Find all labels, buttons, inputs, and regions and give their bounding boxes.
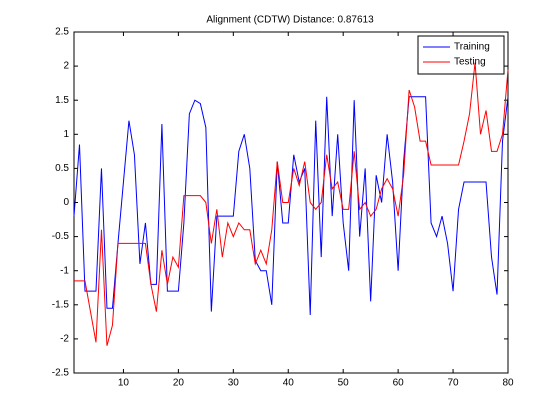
y-tick-label: -2.5 (52, 368, 70, 379)
x-tick-label: 10 (118, 378, 130, 389)
y-tick-label: 2.5 (55, 27, 69, 38)
x-tick-label: 50 (338, 378, 350, 389)
y-tick-label: 0 (63, 197, 69, 208)
legend-label: Testing (454, 57, 486, 68)
x-tick-label: 80 (502, 378, 514, 389)
chart-title: Alignment (CDTW) Distance: 0.87613 (206, 15, 374, 26)
y-tick-label: -2 (60, 334, 69, 345)
legend-label: Training (454, 42, 490, 53)
plot-area (73, 31, 509, 374)
y-tick-label: -1.5 (52, 299, 70, 310)
x-tick-label: 30 (228, 378, 240, 389)
series-line (73, 96, 509, 316)
y-tick-label: 1 (63, 129, 69, 140)
y-tick-label: -1 (60, 265, 69, 276)
y-tick-label: 2 (63, 61, 69, 72)
y-tick-label: -0.5 (52, 231, 70, 242)
x-tick-label: 70 (448, 378, 460, 389)
series-line (74, 62, 509, 346)
x-tick-label: 60 (393, 378, 405, 389)
y-tick-label: 1.5 (55, 95, 69, 106)
legend-box (417, 35, 505, 75)
y-tick-label: 0.5 (55, 163, 69, 174)
x-tick-label: 40 (283, 378, 295, 389)
x-tick-label: 20 (173, 378, 185, 389)
